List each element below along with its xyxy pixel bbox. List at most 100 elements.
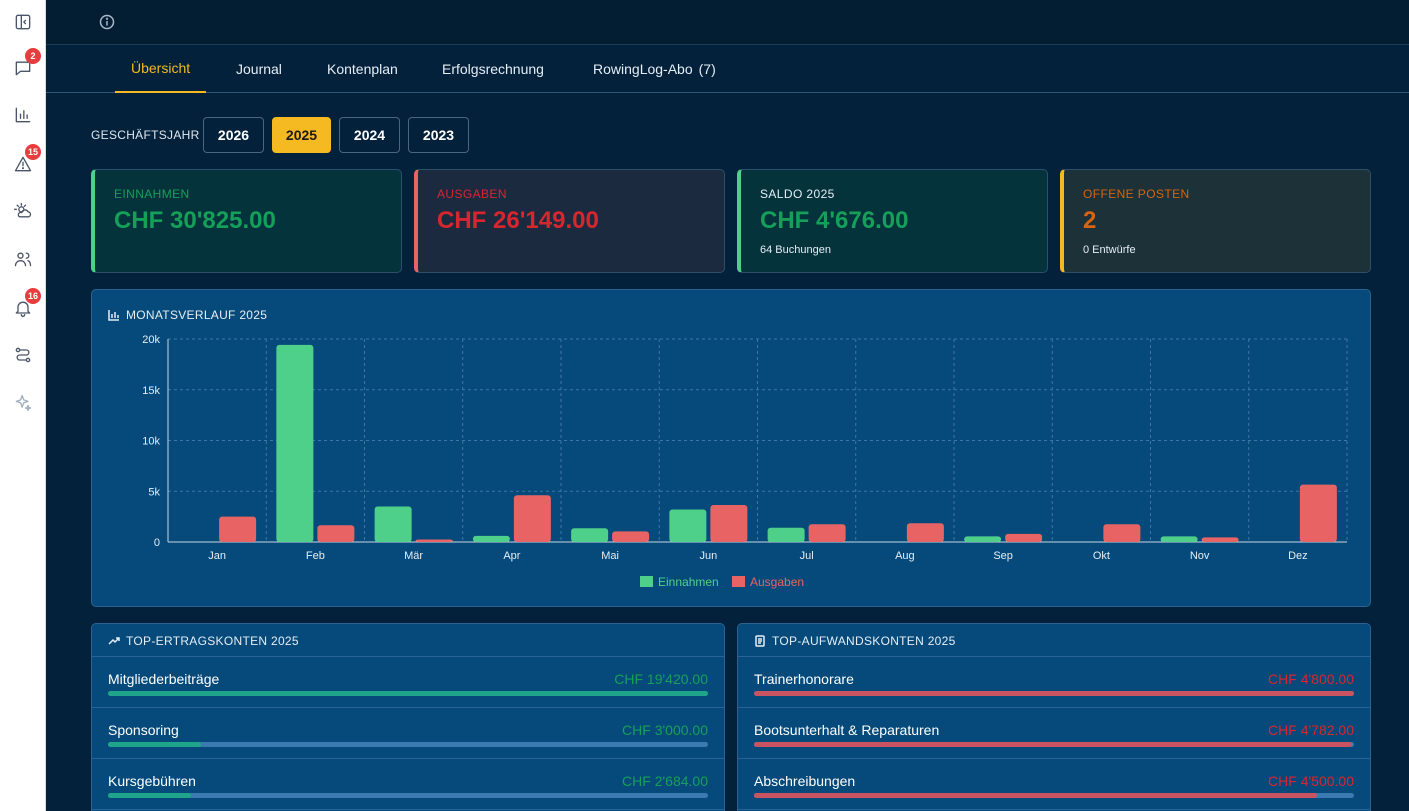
expense-row[interactable]: Bootsunterhalt & Reparaturen CHF 4'782.00 (738, 708, 1370, 759)
kpi-open-label: OFFENE POSTEN (1083, 187, 1190, 201)
bar-einnahmen (767, 527, 805, 542)
sidebar-toggle-icon[interactable] (11, 10, 35, 34)
legend-swatch (732, 576, 745, 587)
kpi-income-value: CHF 30'825.00 (114, 207, 276, 234)
kpi-balance-sub: 64 Buchungen (760, 244, 831, 256)
bar-ausgaben (1005, 533, 1043, 542)
sparkles-icon[interactable] (11, 391, 35, 415)
bar-einnahmen (571, 528, 609, 542)
bar-ausgaben (906, 523, 944, 542)
expense-row-bar-fill (754, 793, 1317, 798)
expense-row[interactable]: Trainerhonorare CHF 4'800.00 (738, 657, 1370, 708)
x-tick-label: Sep (993, 550, 1013, 562)
expense-row[interactable]: Abschreibungen CHF 4'500.00 (738, 759, 1370, 810)
bar-ausgaben (808, 524, 846, 542)
y-tick-label: 20k (142, 334, 160, 346)
top-expense-panel: TOP-AUFWANDSKONTEN 2025 Trainerhonorare C… (737, 623, 1371, 811)
income-row-label: Kursgebühren (108, 773, 196, 789)
chart-icon[interactable] (11, 103, 35, 127)
fiscal-year-label: GESCHÄFTSJAHR (91, 128, 200, 142)
legend-label: Ausgaben (750, 575, 804, 589)
chart-panel-title: MONATSVERLAUF 2025 (126, 308, 268, 322)
expense-row-bar (754, 742, 1354, 747)
tab-count: (7) (698, 61, 716, 77)
top-income-title: TOP-ERTRAGSKONTEN 2025 (126, 634, 299, 648)
alert-icon[interactable]: 15 (11, 144, 41, 176)
chart-panel-header: MONATSVERLAUF 2025 (108, 308, 267, 322)
income-row-value: CHF 19'420.00 (614, 671, 708, 687)
bar-einnahmen (964, 536, 1002, 542)
bar-ausgaben (710, 504, 748, 542)
income-row-bar-fill (108, 742, 201, 747)
expense-row-value: CHF 4'500.00 (1268, 773, 1354, 789)
bar-einnahmen (1160, 536, 1198, 542)
expense-row-label: Trainerhonorare (754, 671, 854, 687)
income-row-value: CHF 3'000.00 (622, 722, 708, 738)
info-icon[interactable] (99, 14, 115, 30)
top-income-header: TOP-ERTRAGSKONTEN 2025 (92, 624, 724, 657)
kpi-balance-value: CHF 4'676.00 (760, 207, 909, 234)
x-tick-label: Jul (800, 550, 814, 562)
expense-row-bar (754, 691, 1354, 696)
income-row-bar-fill (108, 691, 708, 696)
income-row[interactable]: Sponsoring CHF 3'000.00 (92, 708, 724, 759)
income-row-bar (108, 742, 708, 747)
kpi-balance-label: SALDO 2025 (760, 187, 835, 201)
bar-ausgaben (1103, 524, 1141, 542)
expense-row-value: CHF 4'800.00 (1268, 671, 1354, 687)
x-tick-label: Aug (895, 550, 915, 562)
bar-ausgaben (415, 539, 453, 542)
monthly-bar-chart: 0 5k 10k 15k 20k Jan Feb Mär Apr Mai Jun Jul Aug Sep O… (142, 334, 1348, 589)
y-tick-label: 5k (148, 486, 160, 498)
income-row[interactable]: Mitgliederbeiträge CHF 19'420.00 (92, 657, 724, 708)
income-row-label: Sponsoring (108, 722, 179, 738)
top-expense-title: TOP-AUFWANDSKONTEN 2025 (772, 634, 956, 648)
users-icon[interactable] (11, 247, 35, 271)
y-tick-label: 15k (142, 385, 160, 397)
tab-label: Übersicht (131, 60, 191, 76)
messages-icon[interactable]: 2 (11, 48, 41, 80)
tab-label: Erfolgsrechnung (442, 61, 544, 77)
kpi-expenses-card: AUSGABEN CHF 26'149.00 (414, 169, 725, 273)
bar-einnahmen (374, 506, 412, 542)
year-button-2023[interactable]: 2023 (408, 117, 469, 153)
tab-rowinglog-abo[interactable]: RowingLog-Abo (7) (577, 45, 732, 93)
income-row[interactable]: Kursgebühren CHF 2'684.00 (92, 759, 724, 810)
kpi-income-card: EINNAHMEN CHF 30'825.00 (91, 169, 402, 273)
bar-ausgaben (612, 531, 650, 542)
bar-einnahmen (472, 535, 510, 542)
x-tick-label: Nov (1190, 550, 1210, 562)
year-button-2024[interactable]: 2024 (339, 117, 400, 153)
tab-journal[interactable]: Journal (220, 45, 298, 93)
expense-row-bar-fill (754, 691, 1354, 696)
kpi-expenses-value: CHF 26'149.00 (437, 207, 599, 234)
kpi-income-label: EINNAHMEN (114, 187, 190, 201)
bar-einnahmen (669, 509, 707, 542)
x-tick-label: Jun (700, 550, 718, 562)
x-tick-label: Apr (503, 550, 520, 562)
bar-einnahmen (276, 344, 314, 542)
monthly-chart-panel: MONATSVERLAUF 2025 0 5k 10k 15k 20k Jan Feb Mär… (91, 289, 1371, 607)
tab-label: RowingLog-Abo (593, 61, 693, 77)
expense-row-value: CHF 4'782.00 (1268, 722, 1354, 738)
kpi-expenses-label: AUSGABEN (437, 187, 507, 201)
messages-badge: 2 (25, 48, 41, 64)
bar-chart-icon (108, 310, 119, 321)
notifications-icon[interactable]: 16 (11, 288, 41, 320)
bar-ausgaben (317, 525, 355, 542)
tab-erfolgsrechnung[interactable]: Erfolgsrechnung (426, 45, 560, 93)
receipt-icon (755, 635, 765, 647)
tab-kontenplan[interactable]: Kontenplan (311, 45, 414, 93)
bar-ausgaben (219, 516, 257, 542)
income-row-bar-fill (108, 793, 191, 798)
income-row-label: Mitgliederbeiträge (108, 671, 220, 687)
year-button-2025[interactable]: 2025 (272, 117, 331, 153)
sidebar: 2 15 16 (0, 0, 46, 811)
tab-uebersicht[interactable]: Übersicht (115, 45, 207, 93)
expense-row-label: Abschreibungen (754, 773, 856, 789)
income-row-bar (108, 793, 708, 798)
tab-bar: Übersicht Journal Kontenplan Erfolgsrech… (46, 45, 1409, 93)
year-button-2026[interactable]: 2026 (203, 117, 264, 153)
weather-icon[interactable] (11, 199, 35, 223)
workflow-icon[interactable] (11, 343, 35, 367)
